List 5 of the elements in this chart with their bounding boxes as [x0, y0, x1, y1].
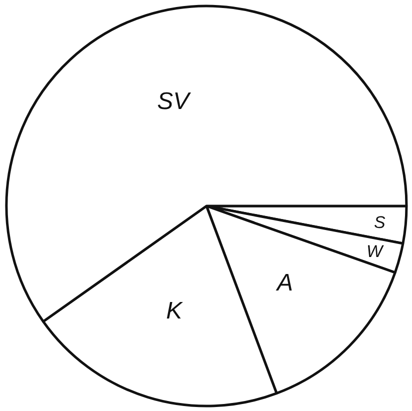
slice-label: S	[374, 212, 386, 232]
slice-label: K	[166, 297, 184, 324]
slice-label: SV	[157, 88, 192, 115]
slice-label: A	[275, 269, 294, 296]
slice-label: W	[366, 242, 384, 261]
